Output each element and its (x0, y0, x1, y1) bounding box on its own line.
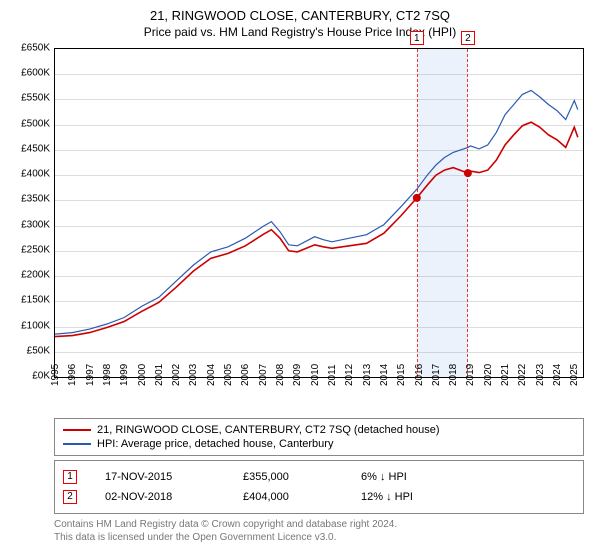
legend-item-hpi: HPI: Average price, detached house, Cant… (63, 437, 575, 451)
x-tick-label: 2017 (431, 364, 442, 386)
x-tick-label: 1996 (67, 364, 78, 386)
sale-marker-2: 2 (63, 490, 77, 504)
sale-dot (413, 194, 421, 202)
footer: Contains HM Land Registry data © Crown c… (54, 518, 584, 544)
y-tick-label: £50K (0, 345, 50, 356)
footer-line-1: Contains HM Land Registry data © Crown c… (54, 518, 584, 531)
chart-title: 21, RINGWOOD CLOSE, CANTERBURY, CT2 7SQ (0, 0, 600, 23)
sale-price: £404,000 (243, 491, 333, 503)
sale-date: 02-NOV-2018 (105, 491, 215, 503)
x-tick-label: 2023 (535, 364, 546, 386)
y-tick-label: £550K (0, 93, 50, 104)
x-tick-label: 2006 (240, 364, 251, 386)
chart-marker-2: 2 (461, 31, 475, 45)
legend-swatch (63, 429, 91, 431)
sale-row: 2 02-NOV-2018 £404,000 12% ↓ HPI (63, 487, 575, 507)
x-tick-label: 2002 (171, 364, 182, 386)
y-tick-label: £150K (0, 295, 50, 306)
x-tick-label: 2024 (552, 364, 563, 386)
x-tick-label: 1999 (119, 364, 130, 386)
footer-line-2: This data is licensed under the Open Gov… (54, 531, 584, 544)
x-tick-label: 2016 (414, 364, 425, 386)
x-tick-label: 2015 (396, 364, 407, 386)
chart-subtitle: Price paid vs. HM Land Registry's House … (0, 23, 600, 39)
y-tick-label: £650K (0, 43, 50, 54)
y-tick-label: £200K (0, 270, 50, 281)
x-tick-label: 2007 (258, 364, 269, 386)
sale-price: £355,000 (243, 471, 333, 483)
x-tick-label: 2018 (448, 364, 459, 386)
sale-row: 1 17-NOV-2015 £355,000 6% ↓ HPI (63, 467, 575, 487)
legend-item-property: 21, RINGWOOD CLOSE, CANTERBURY, CT2 7SQ … (63, 423, 575, 437)
x-tick-label: 2025 (569, 364, 580, 386)
chart-svg (55, 49, 583, 377)
chart-plot-area: 12 (54, 48, 584, 378)
x-tick-label: 1998 (102, 364, 113, 386)
x-tick-label: 2000 (137, 364, 148, 386)
sale-delta: 6% ↓ HPI (361, 471, 407, 483)
sale-date: 17-NOV-2015 (105, 471, 215, 483)
x-tick-label: 2020 (483, 364, 494, 386)
legend-label: HPI: Average price, detached house, Cant… (97, 438, 333, 450)
legend-swatch (63, 443, 91, 445)
x-tick-label: 2005 (223, 364, 234, 386)
chart-container: 21, RINGWOOD CLOSE, CANTERBURY, CT2 7SQ … (0, 0, 600, 560)
x-tick-label: 2021 (500, 364, 511, 386)
x-tick-label: 2003 (188, 364, 199, 386)
legend: 21, RINGWOOD CLOSE, CANTERBURY, CT2 7SQ … (54, 418, 584, 456)
sale-dot (464, 169, 472, 177)
sale-delta: 12% ↓ HPI (361, 491, 413, 503)
sale-marker-1: 1 (63, 470, 77, 484)
x-tick-label: 2012 (344, 364, 355, 386)
y-tick-label: £500K (0, 118, 50, 129)
y-tick-label: £100K (0, 320, 50, 331)
y-tick-label: £250K (0, 244, 50, 255)
y-tick-label: £450K (0, 143, 50, 154)
x-tick-label: 2001 (154, 364, 165, 386)
x-tick-label: 1997 (85, 364, 96, 386)
y-tick-label: £0K (0, 371, 50, 382)
legend-label: 21, RINGWOOD CLOSE, CANTERBURY, CT2 7SQ … (97, 424, 440, 436)
x-tick-label: 1995 (50, 364, 61, 386)
x-tick-label: 2022 (517, 364, 528, 386)
x-tick-label: 2013 (362, 364, 373, 386)
x-tick-label: 2004 (206, 364, 217, 386)
chart-marker-1: 1 (410, 31, 424, 45)
x-tick-label: 2008 (275, 364, 286, 386)
x-tick-label: 2019 (465, 364, 476, 386)
y-tick-label: £300K (0, 219, 50, 230)
sales-table: 1 17-NOV-2015 £355,000 6% ↓ HPI 2 02-NOV… (54, 460, 584, 514)
x-tick-label: 2009 (292, 364, 303, 386)
series-property (55, 122, 578, 336)
x-tick-label: 2011 (327, 364, 338, 386)
x-tick-label: 2010 (310, 364, 321, 386)
y-tick-label: £350K (0, 194, 50, 205)
x-tick-label: 2014 (379, 364, 390, 386)
y-tick-label: £600K (0, 68, 50, 79)
y-tick-label: £400K (0, 169, 50, 180)
series-hpi (55, 90, 578, 334)
